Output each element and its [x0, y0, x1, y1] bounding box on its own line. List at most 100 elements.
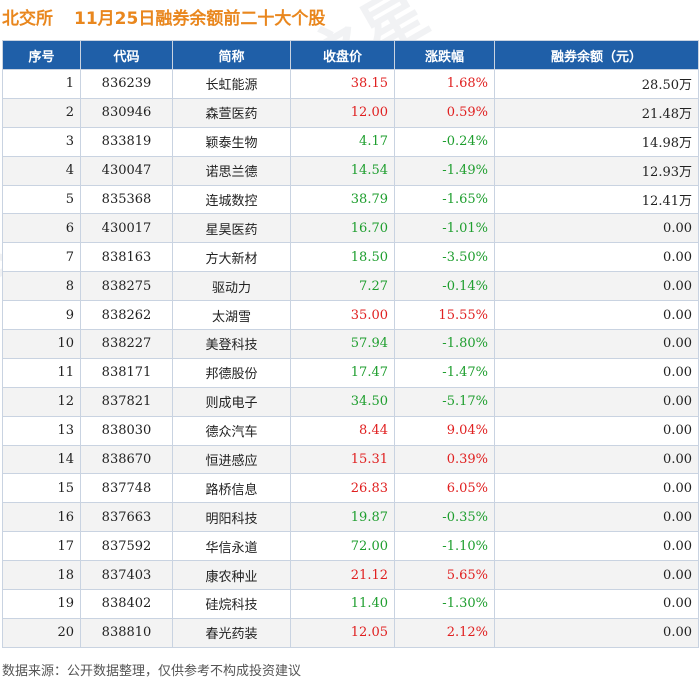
stock-name: 太湖雪 [172, 300, 291, 331]
short-balance: 0.00 [494, 329, 699, 359]
table-row: 19 838402 硅烷科技 11.40 -1.30% 0.00 [2, 589, 699, 619]
short-balance: 12.93万 [494, 155, 699, 186]
price-change: -0.24% [394, 126, 495, 157]
table-row: 9 838262 太湖雪 35.00 15.55% 0.00 [2, 300, 699, 331]
stock-name: 恒进感应 [172, 444, 291, 475]
stock-code: 830946 [80, 97, 173, 128]
row-index: 1 [2, 69, 81, 99]
row-index: 12 [2, 386, 81, 417]
stock-name: 驱动力 [172, 271, 291, 302]
stock-code: 837663 [80, 502, 173, 533]
short-balance: 0.00 [494, 531, 699, 562]
table-row: 1 836239 长虹能源 38.15 1.68% 28.50万 [2, 69, 699, 99]
short-balance: 0.00 [494, 617, 699, 648]
stock-name: 美登科技 [172, 329, 291, 359]
row-index: 13 [2, 415, 81, 446]
close-price: 12.05 [290, 617, 395, 648]
short-balance: 0.00 [494, 271, 699, 302]
close-price: 57.94 [290, 329, 395, 359]
stock-code: 836239 [80, 69, 173, 99]
header-code: 代码 [80, 40, 173, 70]
stock-code: 838810 [80, 617, 173, 648]
table-row: 16 837663 明阳科技 19.87 -0.35% 0.00 [2, 502, 699, 533]
table-row: 4 430047 诺思兰德 14.54 -1.49% 12.93万 [2, 155, 699, 186]
row-index: 19 [2, 589, 81, 619]
stock-code: 838030 [80, 415, 173, 446]
price-change: -1.49% [394, 155, 495, 186]
row-index: 7 [2, 242, 81, 273]
close-price: 38.79 [290, 184, 395, 215]
table-row: 12 837821 则成电子 34.50 -5.17% 0.00 [2, 386, 699, 417]
close-price: 14.54 [290, 155, 395, 186]
table-row: 10 838227 美登科技 57.94 -1.80% 0.00 [2, 329, 699, 359]
stock-name: 星昊医药 [172, 213, 291, 244]
data-source-note: 数据来源：公开数据整理，仅供参考不构成投资建议 [2, 664, 302, 679]
short-balance: 0.00 [494, 473, 699, 504]
price-change: -5.17% [394, 386, 495, 417]
stock-code: 838262 [80, 300, 173, 331]
short-balance: 0.00 [494, 560, 699, 591]
short-balance: 14.98万 [494, 126, 699, 157]
table-header-row: 序号 代码 简称 收盘价 涨跌幅 融券余额（元） [2, 40, 699, 70]
header-change: 涨跌幅 [394, 40, 495, 70]
stock-code: 833819 [80, 126, 173, 157]
price-change: -1.65% [394, 184, 495, 215]
stock-code: 835368 [80, 184, 173, 215]
stock-name: 颖泰生物 [172, 126, 291, 157]
price-change: -1.30% [394, 589, 495, 619]
stock-code: 837748 [80, 473, 173, 504]
row-index: 9 [2, 300, 81, 331]
price-change: -1.47% [394, 357, 495, 388]
title-bar: 北交所 11月25日融券余额前二十大个股 [0, 0, 700, 38]
stock-name: 则成电子 [172, 386, 291, 417]
stock-name: 明阳科技 [172, 502, 291, 533]
stock-code: 838171 [80, 357, 173, 388]
row-index: 20 [2, 617, 81, 648]
table-row: 3 833819 颖泰生物 4.17 -0.24% 14.98万 [2, 126, 699, 157]
short-balance: 0.00 [494, 444, 699, 475]
row-index: 5 [2, 184, 81, 215]
table-row: 13 838030 德众汽车 8.44 9.04% 0.00 [2, 415, 699, 446]
stock-code: 838670 [80, 444, 173, 475]
stock-code: 838275 [80, 271, 173, 302]
margin-short-table: 序号 代码 简称 收盘价 涨跌幅 融券余额（元） 1 836239 长虹能源 38.1… [2, 40, 699, 648]
table-body: 1 836239 长虹能源 38.15 1.68% 28.50万 2 830946 森萱医药 12… [2, 69, 699, 648]
stock-code: 838402 [80, 589, 173, 619]
price-change: -1.10% [394, 531, 495, 562]
stock-code: 430047 [80, 155, 173, 186]
stock-name: 路桥信息 [172, 473, 291, 504]
row-index: 17 [2, 531, 81, 562]
stock-name: 华信永道 [172, 531, 291, 562]
price-change: 5.65% [394, 560, 495, 591]
table-row: 20 838810 春光药装 12.05 2.12% 0.00 [2, 617, 699, 648]
stock-code: 838163 [80, 242, 173, 273]
close-price: 21.12 [290, 560, 395, 591]
short-balance: 21.48万 [494, 97, 699, 128]
close-price: 17.47 [290, 357, 395, 388]
close-price: 18.50 [290, 242, 395, 273]
header-close-price: 收盘价 [290, 40, 395, 70]
header-index: 序号 [2, 40, 81, 70]
row-index: 11 [2, 357, 81, 388]
price-change: 15.55% [394, 300, 495, 331]
stock-code: 430017 [80, 213, 173, 244]
stock-name: 春光药装 [172, 617, 291, 648]
stock-name: 长虹能源 [172, 69, 291, 99]
close-price: 8.44 [290, 415, 395, 446]
row-index: 6 [2, 213, 81, 244]
price-change: -3.50% [394, 242, 495, 273]
close-price: 19.87 [290, 502, 395, 533]
price-change: 9.04% [394, 415, 495, 446]
exchange-label: 北交所 [2, 9, 53, 29]
stock-name: 邦德股份 [172, 357, 291, 388]
stock-code: 838227 [80, 329, 173, 359]
short-balance: 0.00 [494, 589, 699, 619]
row-index: 16 [2, 502, 81, 533]
short-balance: 0.00 [494, 300, 699, 331]
close-price: 4.17 [290, 126, 395, 157]
price-change: 2.12% [394, 617, 495, 648]
close-price: 12.00 [290, 97, 395, 128]
row-index: 18 [2, 560, 81, 591]
table-row: 8 838275 驱动力 7.27 -0.14% 0.00 [2, 271, 699, 302]
close-price: 38.15 [290, 69, 395, 99]
